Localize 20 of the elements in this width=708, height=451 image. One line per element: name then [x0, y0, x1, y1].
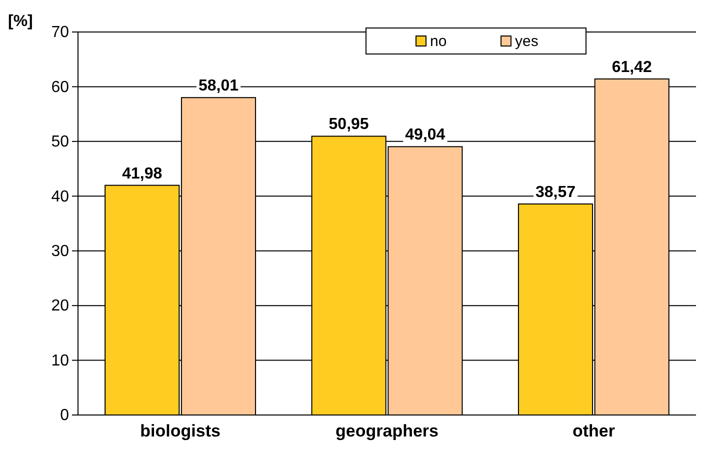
data-label: 41,98	[122, 165, 162, 182]
y-tick-label: 70	[51, 24, 70, 42]
y-axis-title: [%]	[8, 13, 33, 30]
y-tick-label: 60	[51, 78, 70, 96]
x-tick-label: biologists	[140, 422, 220, 441]
data-label: 49,04	[405, 126, 446, 144]
data-label: 50,95	[328, 116, 369, 134]
legend-label: yes	[515, 33, 538, 50]
x-tick-label: geographers	[336, 422, 438, 441]
y-tick-label: 0	[60, 407, 70, 424]
data-label: 61,42	[612, 58, 652, 76]
y-tick-label: 10	[51, 352, 70, 370]
x-tick-label: other	[572, 422, 616, 441]
y-tick-label: 40	[51, 188, 70, 206]
data-label: 58,01	[198, 78, 239, 95]
y-tick-label: 50	[51, 134, 70, 151]
y-tick-label: 30	[51, 242, 70, 260]
data-label: 38,57	[535, 184, 576, 201]
y-tick-label: 20	[51, 298, 70, 315]
legend-label: no	[430, 33, 447, 50]
